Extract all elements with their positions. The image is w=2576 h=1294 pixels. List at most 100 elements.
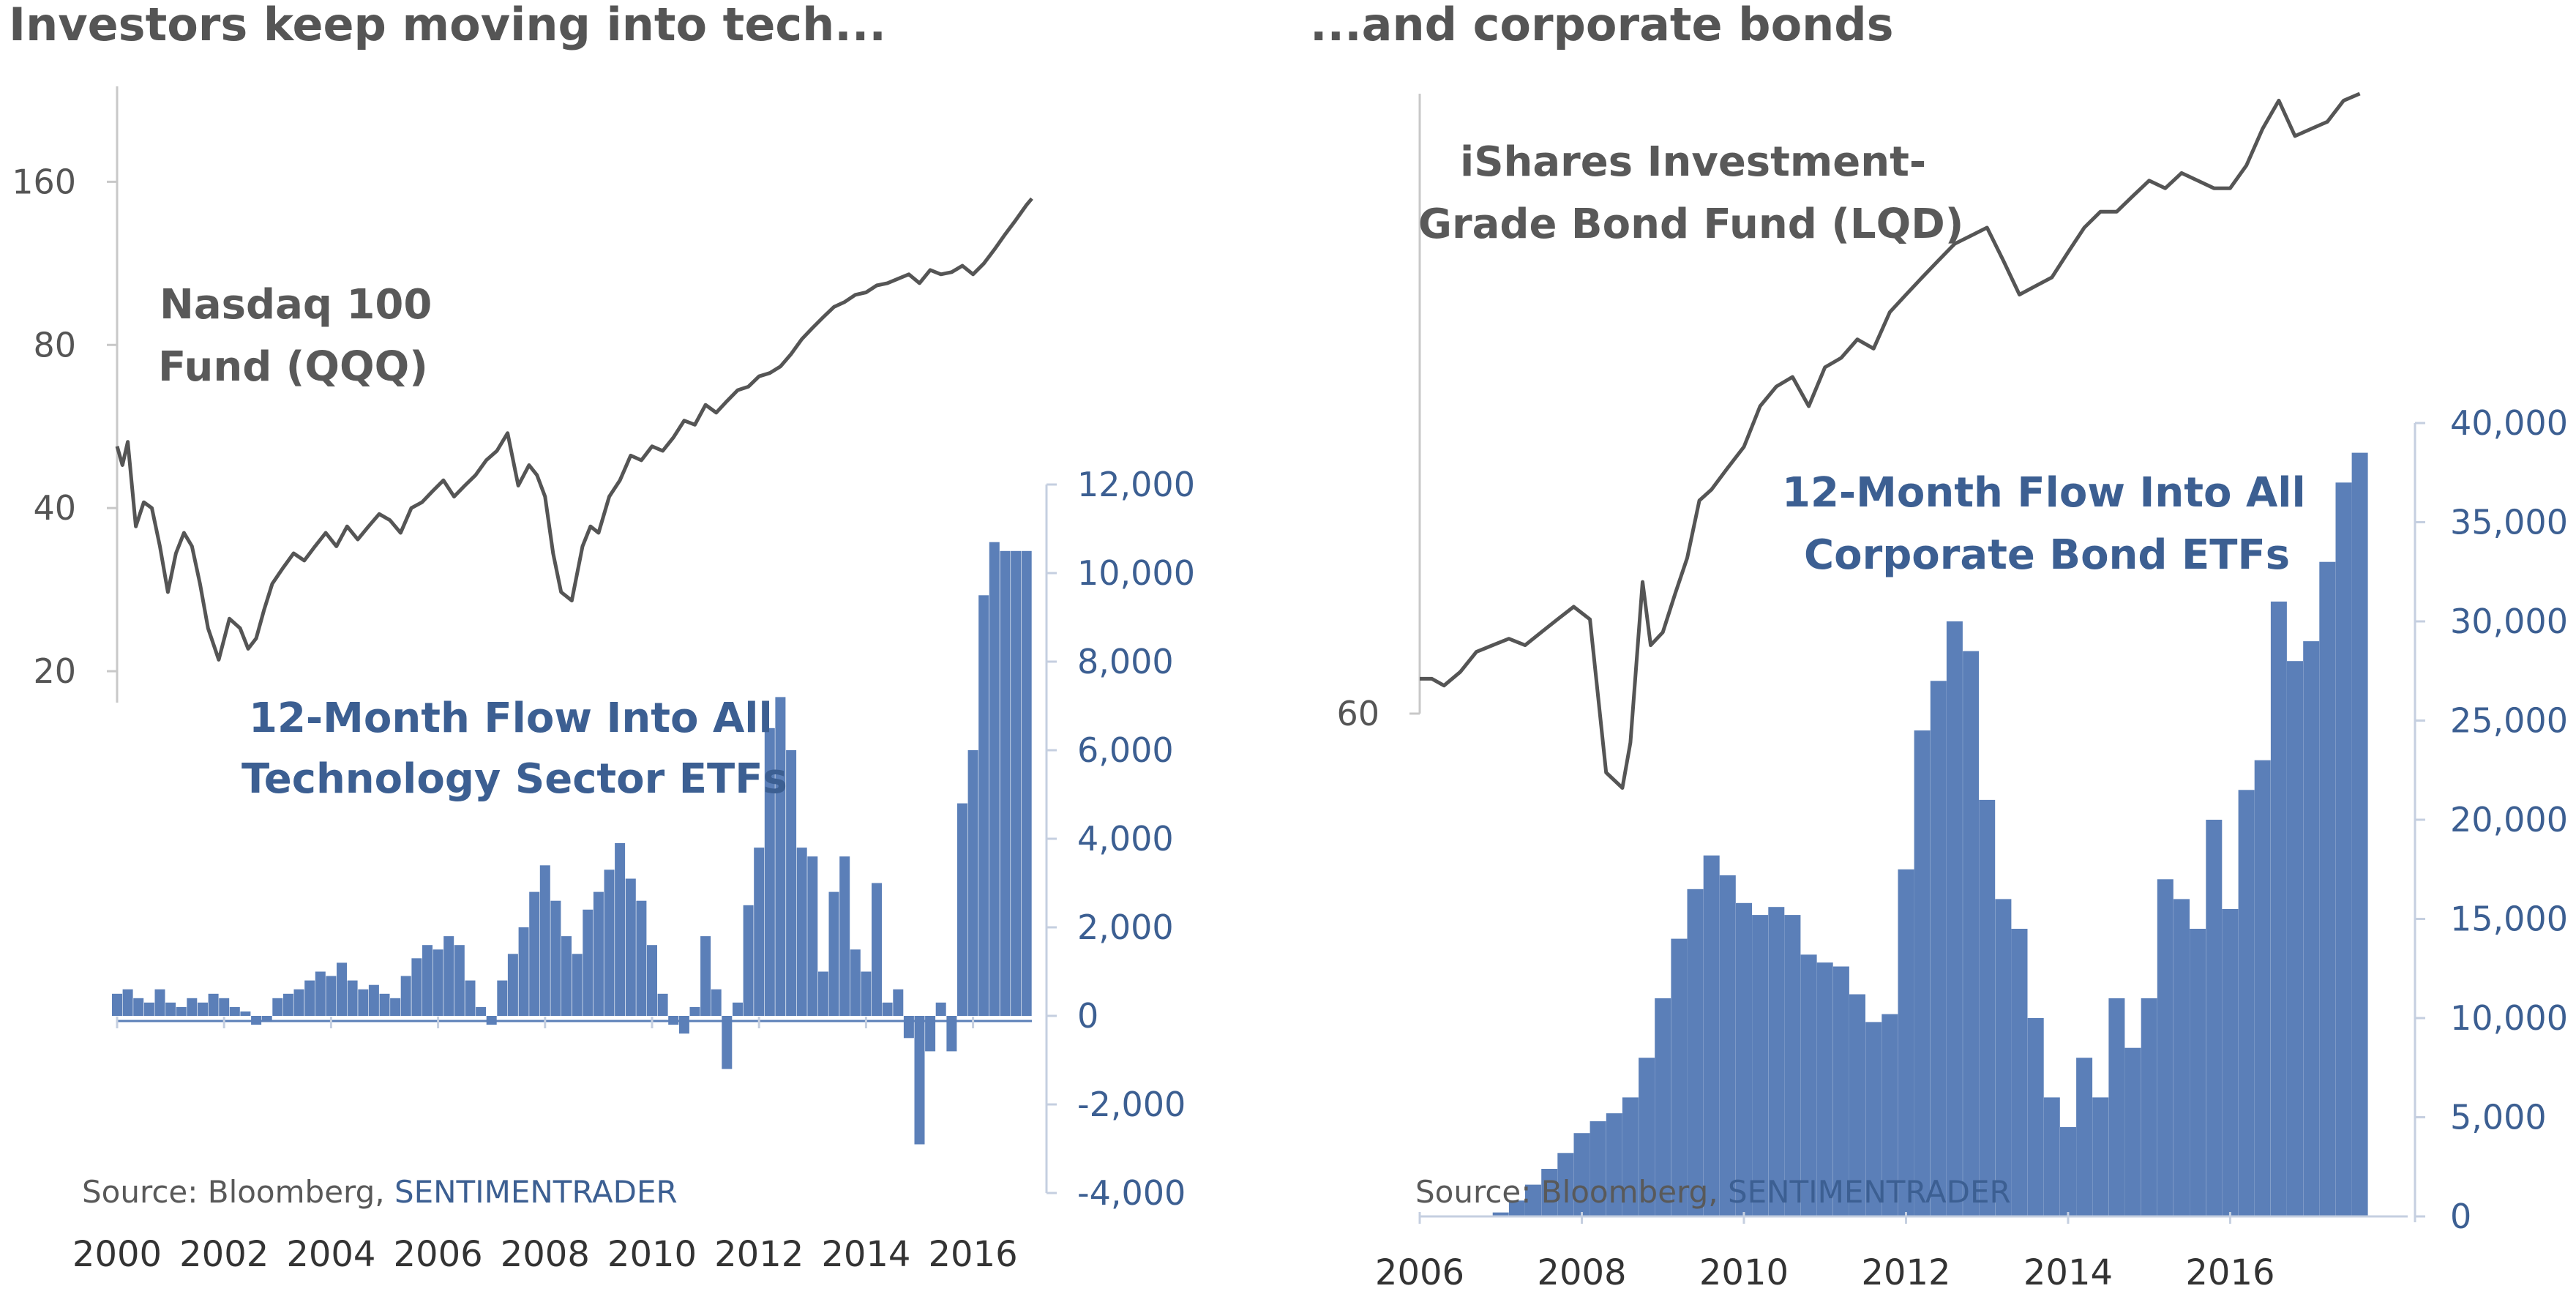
right-flow-bar <box>1752 915 1769 1216</box>
right-flow-bar <box>1768 907 1785 1216</box>
right-flow-bar <box>2238 790 2255 1216</box>
left-flow-label-line-2: Technology Sector ETFs <box>242 755 787 803</box>
left-flow-bar <box>272 998 283 1016</box>
left-flow-bar <box>636 900 647 1016</box>
left-flow-bar <box>754 848 765 1016</box>
right-source-note: Source: Bloomberg, SENTIMENTRADER <box>1415 1174 2011 1210</box>
left-flow-bar <box>733 1002 743 1016</box>
left-chart-title: Investors keep moving into tech... <box>9 0 886 51</box>
left-flow-bar <box>368 984 379 1016</box>
right-flow-tick-label: 40,000 <box>2450 403 2568 443</box>
right-flow-bar <box>1639 1058 1655 1216</box>
right-flow-bar <box>2108 998 2125 1216</box>
right-flow-bar <box>1736 902 1752 1216</box>
right-flow-bar <box>1492 1212 1509 1216</box>
left-x-tick-label: 2014 <box>821 1234 910 1275</box>
right-flow-bar <box>1687 889 1704 1216</box>
right-flow-bar <box>1963 651 1980 1216</box>
right-flow-bar <box>1898 869 1914 1217</box>
right-flow-label-line-2: Corporate Bond ETFs <box>1804 531 2290 579</box>
left-x-tick-label: 2012 <box>714 1234 804 1275</box>
left-flow-bar <box>293 989 304 1016</box>
left-flow-bar <box>678 1016 689 1034</box>
left-flow-bar <box>550 900 561 1016</box>
right-flow-bar <box>1703 855 1720 1216</box>
right-flow-bar <box>1946 621 1963 1216</box>
left-flow-tick-label: 0 <box>1077 996 1098 1036</box>
left-price-line <box>115 197 1033 662</box>
left-price-label-line-2: Fund (QQQ) <box>158 343 428 391</box>
right-flow-bar <box>1865 1022 1882 1216</box>
right-price-axis: 60 <box>1336 94 1421 733</box>
right-flow-tick-label: 5,000 <box>2450 1098 2547 1137</box>
left-flow-tick-label: -4,000 <box>1077 1173 1186 1213</box>
right-flow-bar <box>1979 799 1996 1216</box>
right-flow-bar <box>1573 1133 1590 1216</box>
right-chart-panel: ...and corporate bonds 60 40,000 35,000 30… <box>1310 0 2568 1293</box>
left-flow-bar <box>133 998 144 1016</box>
right-flow-bar <box>2092 1097 2109 1216</box>
left-flow-bar <box>122 989 133 1016</box>
right-flow-bar <box>2027 1018 2044 1216</box>
left-flow-bars <box>112 542 1032 1145</box>
right-x-tick-label: 2016 <box>2185 1252 2274 1293</box>
left-flow-bar <box>326 976 337 1016</box>
left-flow-bar <box>1021 550 1032 1017</box>
left-x-tick-label: 2006 <box>394 1234 483 1275</box>
left-flow-bar <box>347 980 358 1016</box>
left-flow-bar <box>422 945 433 1016</box>
right-chart-title: ...and corporate bonds <box>1310 0 1894 51</box>
left-flow-bar <box>861 971 872 1016</box>
left-flow-bar <box>315 971 326 1016</box>
right-flow-bar <box>1671 938 1688 1216</box>
left-flow-tick-label: 8,000 <box>1077 642 1174 681</box>
right-flow-bar <box>2060 1127 2076 1216</box>
right-flow-bar <box>1832 966 1849 1216</box>
left-flow-tick-label: 12,000 <box>1077 465 1195 504</box>
right-flow-bar <box>1849 994 1865 1216</box>
left-flow-bar <box>165 1002 176 1016</box>
left-flow-bar <box>379 993 390 1017</box>
right-price-line <box>1420 91 2361 790</box>
right-flow-bar <box>1622 1097 1639 1216</box>
right-flow-bar <box>1882 1014 1898 1216</box>
left-flow-bar <box>850 949 861 1017</box>
right-x-tick-label: 2008 <box>1537 1252 1626 1293</box>
right-flow-tick-label: 35,000 <box>2450 503 2568 542</box>
left-flow-bar <box>903 1016 914 1039</box>
left-flow-bar <box>497 980 508 1016</box>
right-flow-bar <box>2076 1058 2093 1216</box>
left-flow-bar <box>476 1006 487 1016</box>
right-x-tick-label: 2014 <box>2023 1252 2113 1293</box>
right-flow-bar <box>2351 452 2368 1216</box>
right-source-brand: SENTIMENTRADER <box>1728 1174 2011 1210</box>
left-flow-bar <box>1011 550 1022 1017</box>
right-flow-bar <box>1525 1184 1541 1216</box>
left-flow-bar <box>978 595 989 1017</box>
right-flow-bar <box>1606 1113 1622 1216</box>
right-price-label-line-1: iShares Investment- <box>1460 138 1926 186</box>
left-flow-bar <box>615 843 626 1016</box>
left-flow-bar <box>454 945 465 1016</box>
right-price-tick-label: 60 <box>1336 694 1379 733</box>
left-source-note: Source: Bloomberg, SENTIMENTRADER <box>82 1174 678 1210</box>
left-flow-bar <box>775 697 786 1016</box>
left-flow-bar <box>989 542 1000 1016</box>
left-flow-bar <box>743 905 754 1017</box>
left-flow-bar <box>625 878 636 1016</box>
right-flow-bar <box>2124 1047 2141 1216</box>
left-flow-bar <box>465 980 476 1016</box>
right-flow-bar <box>1508 1200 1525 1216</box>
right-flow-bar <box>2222 909 2239 1216</box>
right-flow-label-line-1: 12-Month Flow Into All <box>1782 469 2306 517</box>
left-flow-tick-label: 2,000 <box>1077 908 1174 947</box>
right-flow-bar <box>1816 962 1833 1216</box>
left-flow-bar <box>657 993 668 1017</box>
left-flow-bar <box>647 945 657 1016</box>
left-flow-bar <box>154 989 165 1016</box>
left-flow-bar <box>967 750 978 1016</box>
left-flow-bar <box>400 976 411 1016</box>
left-chart-panel: Investors keep moving into tech... 20 40 8… <box>9 0 1195 1275</box>
left-price-label-line-1: Nasdaq 100 <box>160 281 432 329</box>
left-price-axis: 20 40 80 160 <box>12 86 119 703</box>
